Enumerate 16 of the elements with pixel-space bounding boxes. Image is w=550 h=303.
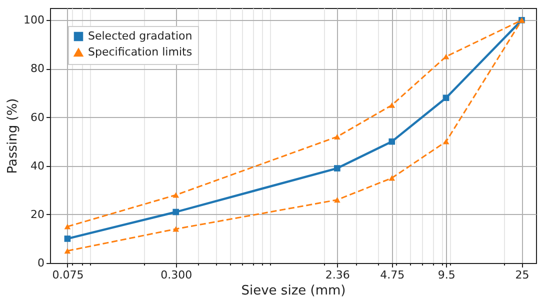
legend-label: Selected gradation	[88, 30, 192, 42]
x-tick-label: 25	[515, 268, 530, 282]
y-tick-label: 40	[30, 159, 44, 172]
x-axis-title: Sieve size (mm)	[241, 284, 346, 298]
legend-label: Specification limits	[88, 46, 192, 58]
y-tick-label: 80	[30, 62, 44, 76]
x-tick-label: 0.300	[160, 268, 192, 282]
x-tick-label: 4.75	[380, 268, 405, 282]
y-tick-label: 60	[30, 110, 44, 124]
x-tick-label: 9.5	[438, 268, 456, 282]
y-tick-label: 20	[30, 208, 44, 221]
y-tick-label: 100	[24, 14, 44, 27]
x-tick-label: 2.36	[325, 268, 350, 282]
x-tick-label: 0.075	[52, 268, 84, 282]
y-axis-title: Passing (%)	[6, 98, 21, 174]
y-tick-label: 0	[38, 256, 44, 270]
